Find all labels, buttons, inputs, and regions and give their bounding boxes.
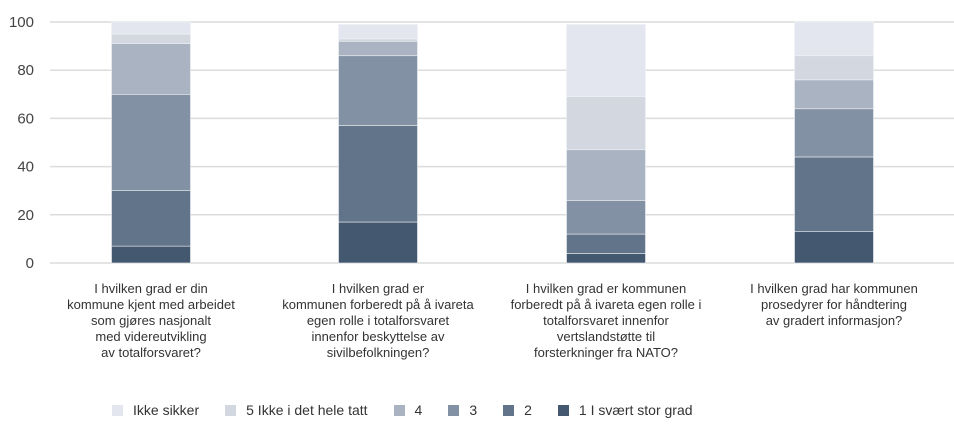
x-tick-label-line: innenfor beskyttelse av xyxy=(311,329,445,344)
x-tick-label-line: prosedyrer for håndtering xyxy=(761,297,907,312)
x-tick-label: I hvilken grad har kommunen prosedyrer fo… xyxy=(734,281,934,329)
legend-swatch xyxy=(112,404,123,416)
legend-item: 3 xyxy=(448,402,477,418)
x-tick-label: I hvilken grad er kommunen forberedt på å… xyxy=(278,281,478,361)
legend-label: 1 I svært stor grad xyxy=(578,402,693,418)
bar-segment xyxy=(566,253,646,264)
x-tick-label-line: I hvilken grad er xyxy=(331,281,425,296)
bar-segment xyxy=(338,55,418,126)
bar-segment xyxy=(338,38,418,42)
bar-segment xyxy=(794,231,874,264)
x-tick-label-line: vertslandstøtte til xyxy=(556,329,656,344)
legend-label: 4 xyxy=(414,402,423,418)
x-tick-label-line: I hvilken grad er din xyxy=(94,281,208,296)
bar-segment xyxy=(111,21,191,35)
y-tick-label: 40 xyxy=(17,159,34,176)
x-tick-label-line: sivilbefolkningen? xyxy=(326,345,430,360)
bar-segment xyxy=(794,55,874,81)
bar-segment xyxy=(566,233,646,254)
plot-area: 0 20 40 60 80 100 xyxy=(9,14,954,272)
x-tick-label-line: forberedt på å ivareta egen rolle i xyxy=(510,297,702,312)
legend-label: 3 xyxy=(469,402,478,418)
x-tick-label: I hvilken grad er kommunen forberedt på å… xyxy=(506,281,706,361)
bar-segment xyxy=(566,96,646,151)
x-tick-label-line: med videreutvikling xyxy=(95,329,207,344)
bar-segment xyxy=(566,200,646,235)
y-tick-label: 60 xyxy=(17,110,34,127)
legend-label: 2 xyxy=(524,402,532,418)
x-tick-label-line: forsterkninger fra NATO? xyxy=(533,345,678,360)
bar-segment xyxy=(111,94,191,192)
bar-segment xyxy=(566,24,646,98)
bar-segment xyxy=(338,40,418,57)
bar-segment xyxy=(338,125,418,223)
legend-item: 2 xyxy=(503,402,532,418)
x-tick-label-line: kommunen forberedt på å ivareta xyxy=(282,297,474,312)
legend-swatch xyxy=(393,404,405,416)
legend-item: 5 Ikke i det hele tatt xyxy=(225,402,368,418)
x-tick-label: I hvilken grad er din kommune kjent med a… xyxy=(51,281,251,361)
x-tick-label-line: av totalforsvaret? xyxy=(101,345,201,360)
legend: Ikke sikker 5 Ikke i det hele tatt 4 3 2 1 I … xyxy=(112,402,719,418)
bar-segment xyxy=(794,21,874,57)
x-tick-label-line: av gradert informasjon? xyxy=(765,313,903,328)
legend-label: 5 Ikke i det hele tatt xyxy=(246,402,368,418)
bar-segment xyxy=(794,79,874,110)
bar-segment xyxy=(338,221,418,264)
x-tick-label-line: totalforsvaret innenfor xyxy=(543,313,669,328)
legend-swatch xyxy=(448,404,460,416)
x-tick-label-line: kommune kjent med arbeidet xyxy=(67,297,235,312)
x-tick-label-line: I hvilken grad har kommunen xyxy=(750,281,918,296)
bar-segment xyxy=(111,190,191,247)
legend-swatch xyxy=(503,404,515,416)
legend-item: 4 xyxy=(393,402,423,418)
bar-segment xyxy=(566,149,646,201)
bar-segment xyxy=(338,24,418,40)
y-tick-label: 20 xyxy=(17,207,34,224)
x-tick-label-line: som gjøres nasjonalt xyxy=(91,313,211,328)
x-tick-label-line: egen rolle i totalforsvaret xyxy=(306,313,450,328)
legend-swatch xyxy=(557,404,569,416)
bar-segment xyxy=(111,33,191,44)
bar-segment xyxy=(794,108,874,158)
bar-segment xyxy=(794,156,874,232)
bar-segment xyxy=(111,245,191,264)
y-tick-label: 0 xyxy=(26,255,34,272)
legend-swatch xyxy=(225,404,237,416)
x-tick-label-line: I hvilken grad er kommunen xyxy=(525,281,687,296)
y-tick-label: 100 xyxy=(9,14,34,31)
legend-item: Ikke sikker xyxy=(112,402,199,418)
bar-segment xyxy=(111,43,191,95)
legend-label: Ikke sikker xyxy=(133,402,200,418)
y-tick-label: 80 xyxy=(17,62,34,79)
legend-item: 1 I svært stor grad xyxy=(557,402,693,418)
